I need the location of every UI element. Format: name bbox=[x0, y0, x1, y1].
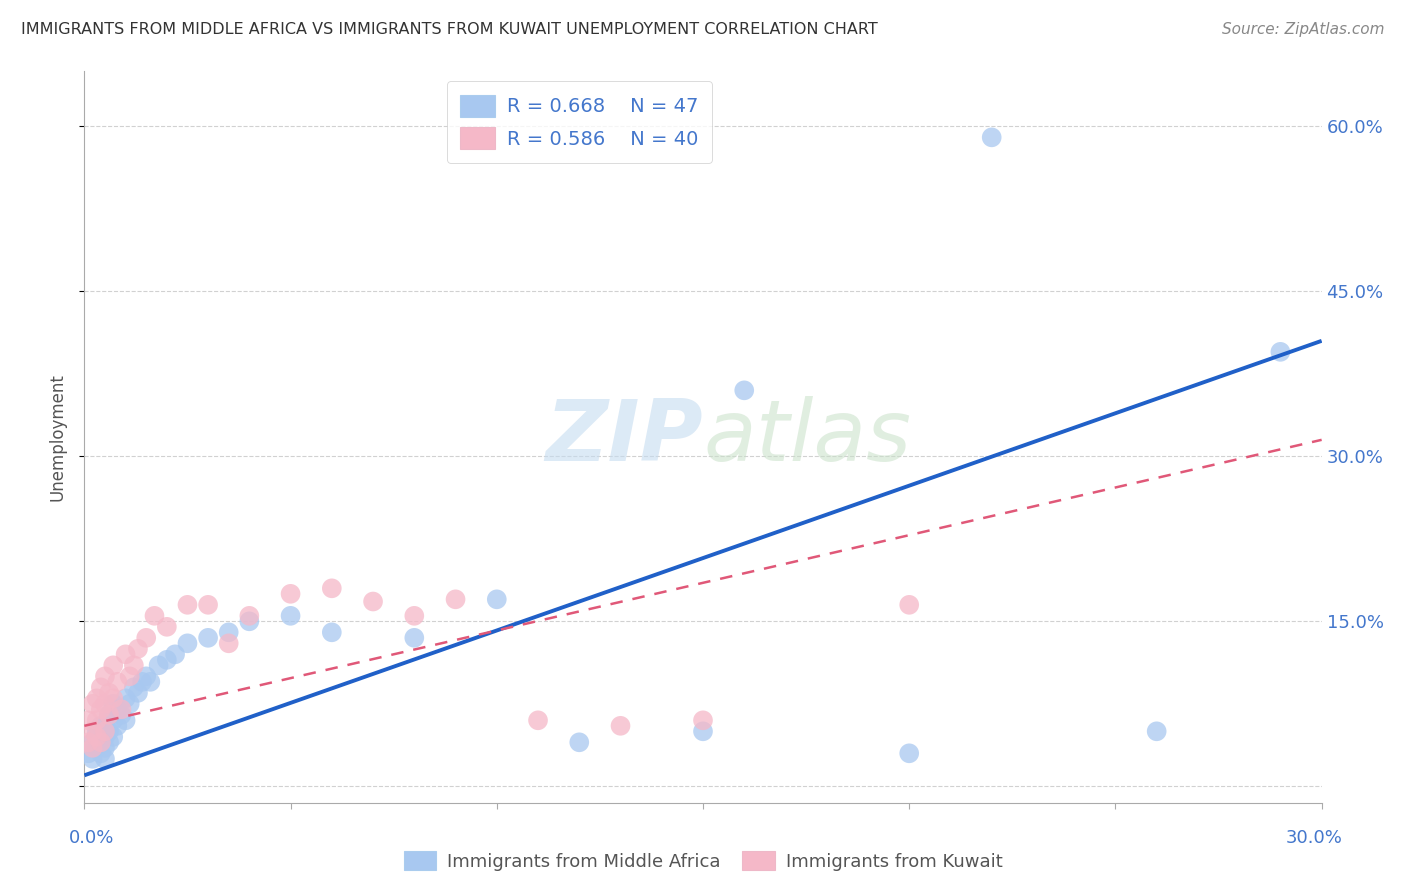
Point bbox=[1270, 344, 1292, 359]
Point bbox=[82, 724, 104, 739]
Point bbox=[609, 719, 631, 733]
Point bbox=[103, 697, 125, 711]
Point bbox=[733, 384, 755, 398]
Point bbox=[86, 724, 108, 739]
Point bbox=[90, 747, 112, 761]
Point bbox=[143, 608, 166, 623]
Text: 30.0%: 30.0% bbox=[1286, 830, 1343, 847]
Point bbox=[77, 735, 100, 749]
Point bbox=[98, 707, 121, 722]
Point bbox=[148, 658, 170, 673]
Point bbox=[103, 691, 125, 706]
Point bbox=[238, 615, 260, 629]
Point bbox=[218, 625, 240, 640]
Point bbox=[197, 631, 219, 645]
Point bbox=[110, 707, 132, 722]
Point bbox=[90, 681, 112, 695]
Point bbox=[165, 648, 187, 662]
Point bbox=[898, 747, 921, 761]
Point bbox=[90, 735, 112, 749]
Point bbox=[82, 740, 104, 755]
Point bbox=[122, 658, 145, 673]
Point bbox=[98, 686, 121, 700]
Point bbox=[692, 714, 714, 728]
Point bbox=[361, 594, 384, 608]
Point bbox=[980, 130, 1002, 145]
Point bbox=[86, 714, 108, 728]
Point bbox=[77, 714, 100, 728]
Point bbox=[131, 674, 153, 689]
Point bbox=[103, 730, 125, 744]
Point bbox=[114, 714, 136, 728]
Point bbox=[98, 724, 121, 739]
Point bbox=[404, 608, 426, 623]
Point bbox=[176, 636, 198, 650]
Point bbox=[280, 587, 302, 601]
Point bbox=[118, 697, 141, 711]
Point bbox=[86, 730, 108, 744]
Point bbox=[135, 669, 157, 683]
Point bbox=[86, 730, 108, 744]
Point bbox=[898, 598, 921, 612]
Text: atlas: atlas bbox=[703, 395, 911, 479]
Point bbox=[156, 620, 179, 634]
Point bbox=[1146, 724, 1168, 739]
Point bbox=[114, 691, 136, 706]
Point bbox=[127, 641, 149, 656]
Point bbox=[156, 653, 179, 667]
Point bbox=[94, 719, 117, 733]
Point bbox=[321, 625, 343, 640]
Point bbox=[94, 697, 117, 711]
Point bbox=[692, 724, 714, 739]
Point bbox=[82, 735, 104, 749]
Point bbox=[86, 691, 108, 706]
Point bbox=[139, 674, 162, 689]
Point bbox=[568, 735, 591, 749]
Point bbox=[105, 719, 128, 733]
Point bbox=[82, 697, 104, 711]
Point bbox=[103, 714, 125, 728]
Text: 0.0%: 0.0% bbox=[69, 830, 114, 847]
Text: IMMIGRANTS FROM MIDDLE AFRICA VS IMMIGRANTS FROM KUWAIT UNEMPLOYMENT CORRELATION: IMMIGRANTS FROM MIDDLE AFRICA VS IMMIGRA… bbox=[21, 22, 877, 37]
Point bbox=[280, 608, 302, 623]
Point bbox=[98, 707, 121, 722]
Point bbox=[105, 674, 128, 689]
Point bbox=[321, 582, 343, 596]
Point bbox=[94, 740, 117, 755]
Point bbox=[135, 631, 157, 645]
Point bbox=[127, 686, 149, 700]
Point bbox=[103, 658, 125, 673]
Point bbox=[238, 608, 260, 623]
Point bbox=[444, 592, 467, 607]
Point bbox=[77, 747, 100, 761]
Point bbox=[86, 740, 108, 755]
Point bbox=[94, 724, 117, 739]
Point bbox=[404, 631, 426, 645]
Point bbox=[98, 735, 121, 749]
Point bbox=[122, 681, 145, 695]
Point bbox=[114, 648, 136, 662]
Point bbox=[485, 592, 508, 607]
Point bbox=[118, 669, 141, 683]
Point bbox=[105, 702, 128, 716]
Legend: Immigrants from Middle Africa, Immigrants from Kuwait: Immigrants from Middle Africa, Immigrant… bbox=[396, 844, 1010, 878]
Point bbox=[94, 730, 117, 744]
Point bbox=[197, 598, 219, 612]
Point bbox=[90, 702, 112, 716]
Text: Source: ZipAtlas.com: Source: ZipAtlas.com bbox=[1222, 22, 1385, 37]
Point bbox=[527, 714, 550, 728]
Point bbox=[110, 702, 132, 716]
Point bbox=[82, 752, 104, 766]
Point bbox=[94, 669, 117, 683]
Y-axis label: Unemployment: Unemployment bbox=[48, 373, 66, 501]
Point bbox=[94, 752, 117, 766]
Point bbox=[218, 636, 240, 650]
Text: ZIP: ZIP bbox=[546, 395, 703, 479]
Point bbox=[176, 598, 198, 612]
Point bbox=[90, 719, 112, 733]
